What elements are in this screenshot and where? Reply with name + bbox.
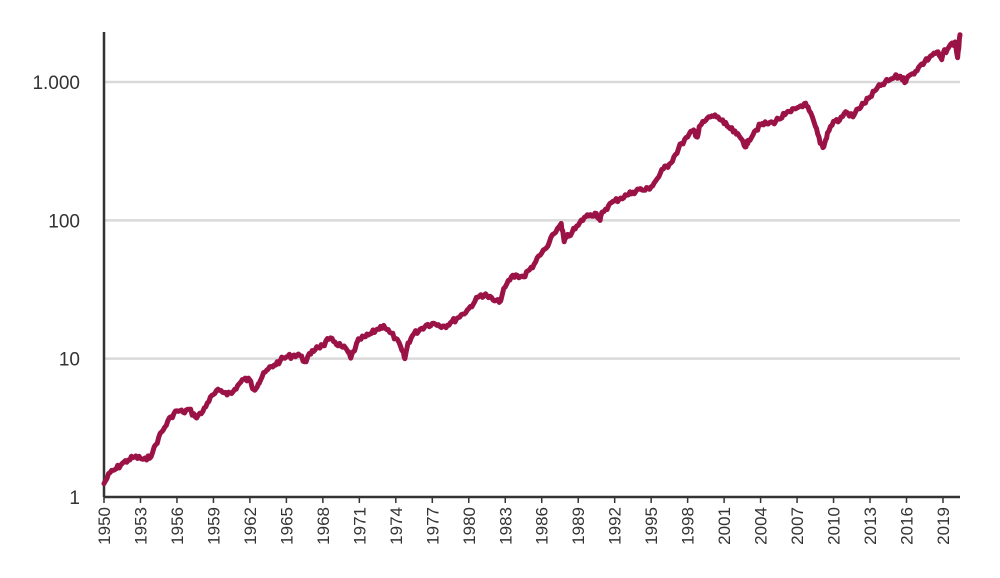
- series-line: [101, 32, 963, 487]
- x-tick-label: 2001: [715, 507, 734, 545]
- x-tick-label: 2019: [934, 507, 953, 545]
- x-tick-label: 1977: [423, 507, 442, 545]
- x-tick-label: 1959: [204, 507, 223, 545]
- x-tick-label: 1962: [241, 507, 260, 545]
- x-tick-label: 1992: [606, 507, 625, 545]
- x-tick-label: 1995: [642, 507, 661, 545]
- x-tick-label: 2013: [861, 507, 880, 545]
- x-tick-label: 1968: [314, 507, 333, 545]
- gridlines: [104, 80, 960, 360]
- x-tick-label: 1965: [277, 507, 296, 545]
- x-tick-label: 2007: [788, 507, 807, 545]
- y-axis-tick-labels: 1 10 100 1.000: [32, 73, 80, 509]
- x-tick-label: 1986: [533, 507, 552, 545]
- x-tick-label: 1989: [569, 507, 588, 545]
- x-tick-label: 1980: [460, 507, 479, 545]
- x-axis-tick-labels: 1950 1953 1956 1959 1962 1965 1968 1971 1974 1977…: [95, 507, 953, 545]
- x-tick-label: 1983: [496, 507, 515, 545]
- y-tick-label: 1.000: [32, 73, 80, 94]
- y-tick-label: 1: [69, 488, 80, 509]
- x-tick-label: 2010: [825, 507, 844, 545]
- y-tick-label: 10: [59, 350, 80, 371]
- series-layer: [101, 32, 963, 487]
- y-tick-label: 100: [48, 211, 80, 232]
- axes: [102, 32, 960, 503]
- x-tick-label: 2004: [752, 507, 771, 545]
- x-tick-label: 1950: [95, 507, 114, 545]
- x-tick-label: 1971: [350, 507, 369, 545]
- x-tick-label: 1998: [679, 507, 698, 545]
- x-tick-label: 2016: [898, 507, 917, 545]
- x-tick-label: 1953: [131, 507, 150, 545]
- x-tick-label: 1956: [168, 507, 187, 545]
- x-tick-label: 1974: [387, 507, 406, 545]
